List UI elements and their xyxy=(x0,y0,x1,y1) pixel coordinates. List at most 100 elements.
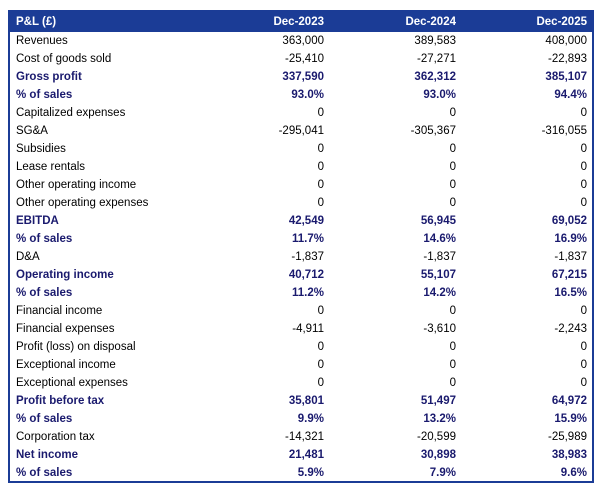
cell-value: 93.0% xyxy=(291,89,324,101)
column-header-dec-2025: Dec-2025 xyxy=(536,16,587,28)
cell-value: -1,837 xyxy=(554,251,587,263)
cell-value: 51,497 xyxy=(420,395,456,407)
table-row: Financial expenses -4,911 -3,610 -2,243 xyxy=(9,320,593,338)
cell-value: 0 xyxy=(580,179,587,191)
cell-value: 0 xyxy=(580,305,587,317)
cell-value: 42,549 xyxy=(288,215,324,227)
cell-value: -2,243 xyxy=(554,323,587,335)
table-row: Other operating income 0 0 0 xyxy=(9,176,593,194)
cell-value: 56,945 xyxy=(420,215,456,227)
cell-value: -3,610 xyxy=(423,323,456,335)
cell-value: 389,583 xyxy=(414,35,456,47)
cell-value: 385,107 xyxy=(545,71,587,83)
table-row: % of sales 11.7% 14.6% 16.9% xyxy=(9,230,593,248)
cell-value: -305,367 xyxy=(410,125,456,137)
cell-value: -22,893 xyxy=(547,53,587,65)
cell-value: 362,312 xyxy=(414,71,456,83)
row-label: Lease rentals xyxy=(16,161,86,173)
row-label: Financial income xyxy=(16,305,103,317)
cell-value: 0 xyxy=(317,107,324,119)
row-label: D&A xyxy=(16,251,40,263)
cell-value: 67,215 xyxy=(551,269,587,281)
cell-value: 0 xyxy=(580,377,587,389)
table-title: P&L (£) xyxy=(16,16,57,28)
cell-value: 16.9% xyxy=(554,233,587,245)
cell-value: 5.9% xyxy=(297,466,324,479)
cell-value: -14,321 xyxy=(284,431,324,443)
row-label: Gross profit xyxy=(16,71,82,83)
cell-value: 0 xyxy=(317,377,324,389)
cell-value: -20,599 xyxy=(416,431,456,443)
table-row: Gross profit 337,590 362,312 385,107 xyxy=(9,68,593,86)
row-label: % of sales xyxy=(16,287,73,299)
cell-value: 0 xyxy=(449,179,456,191)
table-row: % of sales 9.9% 13.2% 15.9% xyxy=(9,410,593,428)
cell-value: -1,837 xyxy=(423,251,456,263)
cell-value: 16.5% xyxy=(554,287,587,299)
cell-value: 408,000 xyxy=(545,35,587,47)
row-label: Cost of goods sold xyxy=(16,53,112,65)
cell-value: -27,271 xyxy=(416,53,456,65)
cell-value: 0 xyxy=(317,179,324,191)
cell-value: 13.2% xyxy=(423,413,456,425)
cell-value: 64,972 xyxy=(551,395,587,407)
row-label: Other operating expenses xyxy=(16,197,149,209)
row-label: Financial expenses xyxy=(16,323,115,335)
column-header-dec-2023: Dec-2023 xyxy=(273,16,324,28)
row-label: % of sales xyxy=(16,466,73,479)
table-row: Lease rentals 0 0 0 xyxy=(9,158,593,176)
cell-value: -1,837 xyxy=(291,251,324,263)
row-label: Corporation tax xyxy=(16,431,95,443)
row-label: Exceptional income xyxy=(16,359,116,371)
cell-value: 11.2% xyxy=(292,287,324,299)
row-label: Profit before tax xyxy=(16,395,105,407)
cell-value: 30,898 xyxy=(420,449,456,461)
table-row: Cost of goods sold -25,410 -27,271 -22,8… xyxy=(9,50,593,68)
cell-value: 0 xyxy=(449,377,456,389)
cell-value: 0 xyxy=(317,359,324,371)
table-row: Net income 21,481 30,898 38,983 xyxy=(9,446,593,464)
table-row: Operating income 40,712 55,107 67,215 xyxy=(9,266,593,284)
row-label: % of sales xyxy=(16,233,73,245)
cell-value: 9.9% xyxy=(297,413,324,425)
cell-value: 14.2% xyxy=(423,287,456,299)
cell-value: 11.7% xyxy=(292,233,324,245)
table-row: Corporation tax -14,321 -20,599 -25,989 xyxy=(9,428,593,446)
row-label: % of sales xyxy=(16,89,73,101)
row-label: % of sales xyxy=(16,413,73,425)
cell-value: 40,712 xyxy=(288,269,324,281)
table-row: EBITDA 42,549 56,945 69,052 xyxy=(9,212,593,230)
row-label: Revenues xyxy=(16,35,68,47)
cell-value: 0 xyxy=(449,161,456,173)
pnl-table: P&L (£) Dec-2023 Dec-2024 Dec-2025 Reven… xyxy=(8,10,594,483)
row-label: SG&A xyxy=(16,125,48,137)
cell-value: -316,055 xyxy=(541,125,587,137)
cell-value: 0 xyxy=(449,359,456,371)
row-label: Exceptional expenses xyxy=(16,377,128,389)
cell-value: 0 xyxy=(580,161,587,173)
table-row: Revenues 363,000 389,583 408,000 xyxy=(9,32,593,50)
row-label: Profit (loss) on disposal xyxy=(16,341,136,353)
cell-value: 0 xyxy=(317,161,324,173)
header-row: P&L (£) Dec-2023 Dec-2024 Dec-2025 xyxy=(9,11,593,32)
table-row: Capitalized expenses 0 0 0 xyxy=(9,104,593,122)
cell-value: 0 xyxy=(449,341,456,353)
cell-value: 0 xyxy=(449,107,456,119)
cell-value: 0 xyxy=(317,305,324,317)
cell-value: 0 xyxy=(317,143,324,155)
cell-value: 0 xyxy=(580,197,587,209)
cell-value: 15.9% xyxy=(554,413,587,425)
cell-value: 363,000 xyxy=(282,35,324,47)
cell-value: 21,481 xyxy=(288,449,324,461)
cell-value: 337,590 xyxy=(282,71,324,83)
table-row: SG&A -295,041 -305,367 -316,055 xyxy=(9,122,593,140)
table-row: D&A -1,837 -1,837 -1,837 xyxy=(9,248,593,266)
cell-value: 69,052 xyxy=(551,215,587,227)
row-label: Capitalized expenses xyxy=(16,107,126,119)
cell-value: 0 xyxy=(580,341,587,353)
cell-value: 55,107 xyxy=(420,269,456,281)
column-header-dec-2024: Dec-2024 xyxy=(405,16,456,28)
row-label: Subsidies xyxy=(16,143,66,155)
cell-value: 9.6% xyxy=(560,466,587,479)
